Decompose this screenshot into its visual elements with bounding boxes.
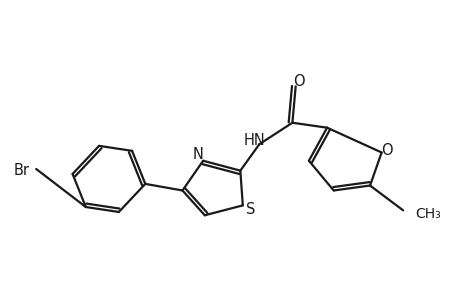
Text: HN: HN: [243, 133, 265, 148]
Text: O: O: [292, 74, 304, 89]
Text: S: S: [245, 202, 254, 217]
Text: Br: Br: [14, 163, 29, 178]
Text: CH₃: CH₃: [414, 207, 440, 220]
Text: O: O: [380, 143, 392, 158]
Text: N: N: [192, 147, 203, 162]
